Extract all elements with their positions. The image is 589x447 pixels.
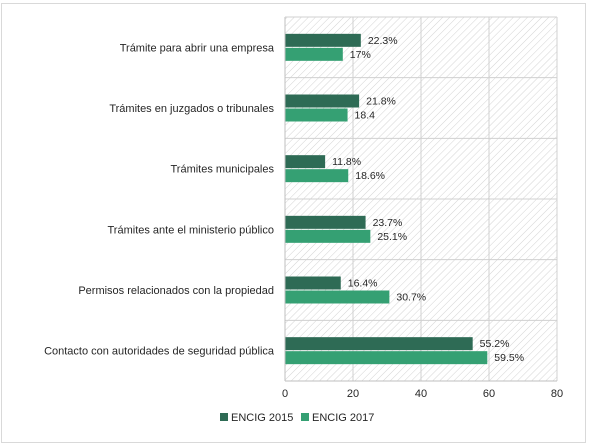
- x-tick-label: 0: [282, 388, 288, 400]
- bar-encig-2015: [285, 155, 326, 169]
- bar-encig-2017: [285, 47, 343, 61]
- bar-encig-2017: [285, 108, 348, 122]
- bar-encig-2017: [285, 351, 488, 365]
- data-label: 55.2%: [480, 338, 510, 350]
- bar-encig-2015: [285, 337, 473, 351]
- category-label: Trámite para abrir una empresa: [120, 42, 275, 54]
- data-label: 22.3%: [368, 35, 398, 47]
- x-tick-label: 20: [347, 388, 359, 400]
- category-label: Contacto con autoridades de seguridad pú…: [44, 346, 275, 358]
- data-label: 11.8%: [332, 156, 361, 168]
- bar-encig-2015: [285, 33, 361, 47]
- category-label: Trámites municipales: [170, 164, 274, 176]
- bar-encig-2015: [285, 94, 360, 108]
- category-label: Trámites ante el ministerio público: [108, 224, 275, 236]
- legend-label: ENCIG 2015: [231, 412, 293, 424]
- category-label: Permisos relacionados con la propiedad: [78, 285, 274, 297]
- x-tick-label: 40: [415, 388, 427, 400]
- data-label: 18.6%: [355, 170, 385, 182]
- data-label: 21.8%: [366, 96, 396, 108]
- x-tick-label: 60: [483, 388, 495, 400]
- bar-encig-2015: [285, 215, 366, 229]
- data-label: 17%: [350, 49, 371, 61]
- data-label: 18.4: [355, 110, 376, 122]
- bar-encig-2015: [285, 276, 341, 290]
- data-label: 16.4%: [348, 278, 378, 290]
- data-label: 23.7%: [373, 217, 403, 229]
- legend-swatch: [220, 413, 228, 421]
- bar-encig-2017: [285, 169, 349, 183]
- data-label: 25.1%: [377, 231, 407, 243]
- bar-encig-2017: [285, 229, 371, 243]
- x-tick-label: 80: [551, 388, 563, 400]
- legend-label: ENCIG 2017: [312, 412, 374, 424]
- bar-encig-2017: [285, 290, 390, 304]
- data-label: 59.5%: [494, 352, 524, 364]
- category-label: Trámites en juzgados o tribunales: [109, 103, 274, 115]
- legend-swatch: [301, 413, 309, 421]
- data-label: 30.7%: [396, 292, 426, 304]
